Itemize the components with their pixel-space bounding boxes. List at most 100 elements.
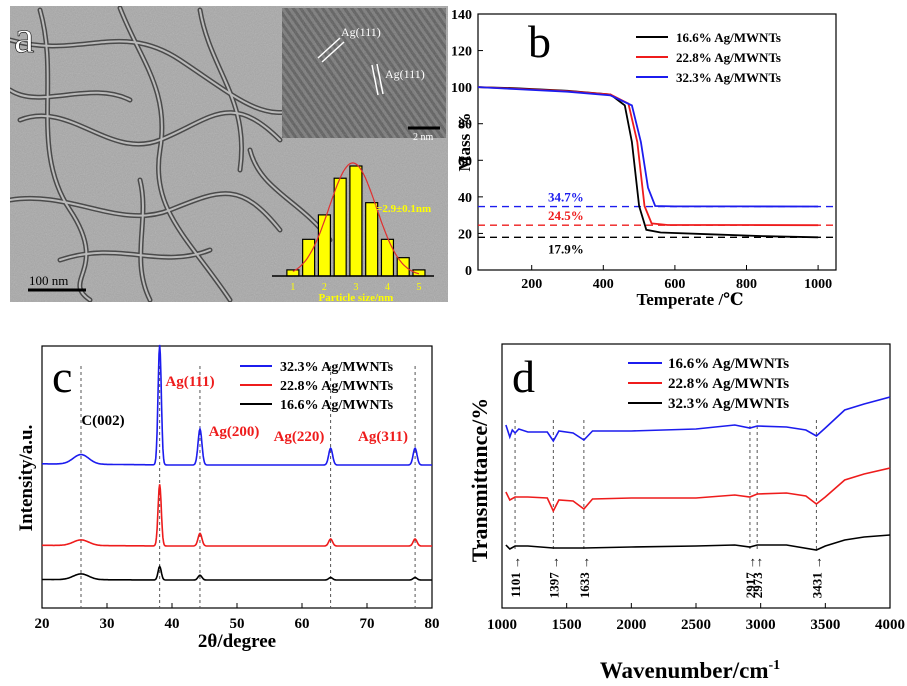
y-tick-label-b: 120: [451, 45, 472, 60]
band-label-d: 1633 →: [577, 556, 592, 598]
histogram-bar: [317, 214, 332, 277]
band-label-d: 2917 →: [743, 556, 758, 598]
lattice-marker-1a: [317, 37, 341, 59]
y-tick-label-b: 60: [458, 154, 472, 169]
x-tick-label-d: 4000: [875, 617, 905, 633]
size-histogram: 1 2 3 4 5 Particle size/nm d=2.9±0.1nm: [272, 162, 434, 304]
series-line-d: [505, 396, 891, 443]
x-axis-label-d-sup: -1: [768, 658, 780, 673]
lattice-marker-2a: [371, 64, 379, 96]
reference-label-b: 17.9%: [548, 241, 584, 256]
x-axis-label-b: Temperate /℃: [636, 290, 743, 309]
peak-label-c: Ag(311): [358, 429, 408, 445]
band-label-d: 2973 →: [750, 556, 765, 598]
legend-label-d: 22.8% Ag/MWNTs: [668, 376, 789, 392]
histogram-bar: [333, 177, 347, 277]
series-line-d: [505, 534, 891, 551]
panel-c-letter: c: [52, 351, 72, 402]
histogram-tick-label: 2: [322, 282, 327, 293]
histogram-xlabel: Particle size/nm: [319, 292, 394, 304]
nanotube-core: [59, 249, 211, 261]
x-tick-label-b: 200: [521, 277, 542, 292]
inset-scale-label: 2 nm: [413, 132, 434, 143]
histogram-bar: [349, 165, 363, 277]
panel-b: b Temperate /℃ Mass % 200 400 600 800 1000 0 2…: [451, 8, 837, 309]
histogram-tick-label: 5: [416, 282, 421, 293]
x-tick-label-b: 600: [664, 277, 685, 292]
series-line-c: [42, 564, 432, 581]
x-tick-label-b: 800: [736, 277, 757, 292]
series-line-b: [477, 86, 819, 208]
x-tick-label-d: 2500: [681, 617, 711, 633]
x-tick-label-c: 50: [230, 616, 245, 632]
legend-label-b: 32.3% Ag/MWNTs: [676, 70, 781, 85]
nanotube-core: [119, 7, 231, 301]
x-tick-label-b: 400: [593, 277, 614, 292]
lattice-marker-1b: [321, 41, 345, 63]
nanotube-core: [199, 9, 243, 171]
x-tick-label-c: 60: [295, 616, 310, 632]
lattice-label-2: Ag(111): [385, 67, 425, 81]
x-tick-label-d: 2000: [616, 617, 646, 633]
y-tick-label-b: 100: [451, 81, 472, 96]
panel-d: d Wavenumber/cm-1 Transmittance/% 1000 15…: [467, 343, 905, 683]
peak-label-c: Ag(200): [209, 424, 260, 440]
x-tick-label-c: 70: [360, 616, 375, 632]
lattice-label-1: Ag(111): [341, 25, 381, 39]
nanotube-core: [19, 111, 281, 146]
series-line-d: [505, 467, 891, 513]
panel-b-letter: b: [528, 16, 551, 67]
x-axis-label-c: 2θ/degree: [198, 631, 276, 652]
histogram-tick-label: 3: [353, 282, 358, 293]
legend-label-c: 32.3% Ag/MWNTs: [280, 360, 394, 375]
plot-frame-b: [477, 13, 837, 271]
histogram-tick-label: 4: [385, 282, 390, 293]
legend-label-b: 16.6% Ag/MWNTs: [676, 30, 781, 45]
reference-label-b: 34.7%: [548, 190, 584, 205]
series-line-b: [477, 86, 819, 227]
main-scale-label: 100 nm: [29, 273, 68, 288]
legend-label-d: 16.6% Ag/MWNTs: [668, 356, 789, 372]
x-tick-label-c: 80: [425, 616, 440, 632]
x-tick-label-b: 1000: [804, 277, 832, 292]
series-line-c: [42, 344, 432, 466]
panel-c: c 2θ/degree Intensity/a.u. 20 30 40 50 60 70 8…: [16, 344, 440, 652]
legend-label-c: 22.8% Ag/MWNTs: [280, 379, 394, 394]
panel-d-letter: d: [512, 351, 535, 402]
histogram-bar: [302, 238, 316, 277]
histogram-bar: [396, 257, 410, 277]
x-tick-label-d: 3000: [746, 617, 776, 633]
nanotube-core: [10, 89, 131, 101]
legend-label-b: 22.8% Ag/MWNTs: [676, 50, 781, 65]
legend-label-c: 16.6% Ag/MWNTs: [280, 398, 394, 413]
panel-a-letter: a: [14, 11, 34, 62]
nanotube-core: [10, 39, 301, 114]
nanotube-core: [39, 9, 91, 301]
gaussian-fit: [292, 162, 420, 275]
x-tick-label-d: 3500: [810, 617, 840, 633]
y-tick-label-b: 140: [451, 8, 472, 23]
y-tick-label-b: 0: [465, 264, 472, 279]
y-axis-label-b: Mass %: [455, 112, 474, 171]
y-tick-label-b: 80: [458, 118, 472, 133]
peak-label-c: C(002): [81, 413, 124, 429]
band-label-d: 3431 →: [809, 556, 824, 598]
panel-a: Ag(111) Ag(111) 2 nm 1 2 3 4 5 Particle size/…: [10, 6, 448, 304]
x-tick-label-d: 1000: [487, 617, 517, 633]
x-axis-label-d-text: Wavenumber/cm: [600, 658, 769, 683]
legend-label-d: 32.3% Ag/MWNTs: [668, 396, 789, 412]
band-label-d: 1397 →: [546, 556, 561, 598]
hrtem-noise: [282, 8, 446, 138]
histogram-annotation: d=2.9±0.1nm: [370, 203, 431, 215]
histogram-tick-label: 1: [290, 282, 295, 293]
x-axis-label-d: Wavenumber/cm-1: [600, 658, 780, 683]
band-label-d: 1101 →: [508, 556, 523, 598]
x-tick-label-c: 20: [35, 616, 50, 632]
y-tick-label-b: 20: [458, 227, 472, 242]
nanotube-core: [10, 192, 281, 231]
nanotube-core: [139, 179, 151, 301]
histogram-bar: [380, 238, 395, 277]
lattice-marker-2b: [376, 63, 384, 95]
x-tick-label-c: 30: [100, 616, 115, 632]
